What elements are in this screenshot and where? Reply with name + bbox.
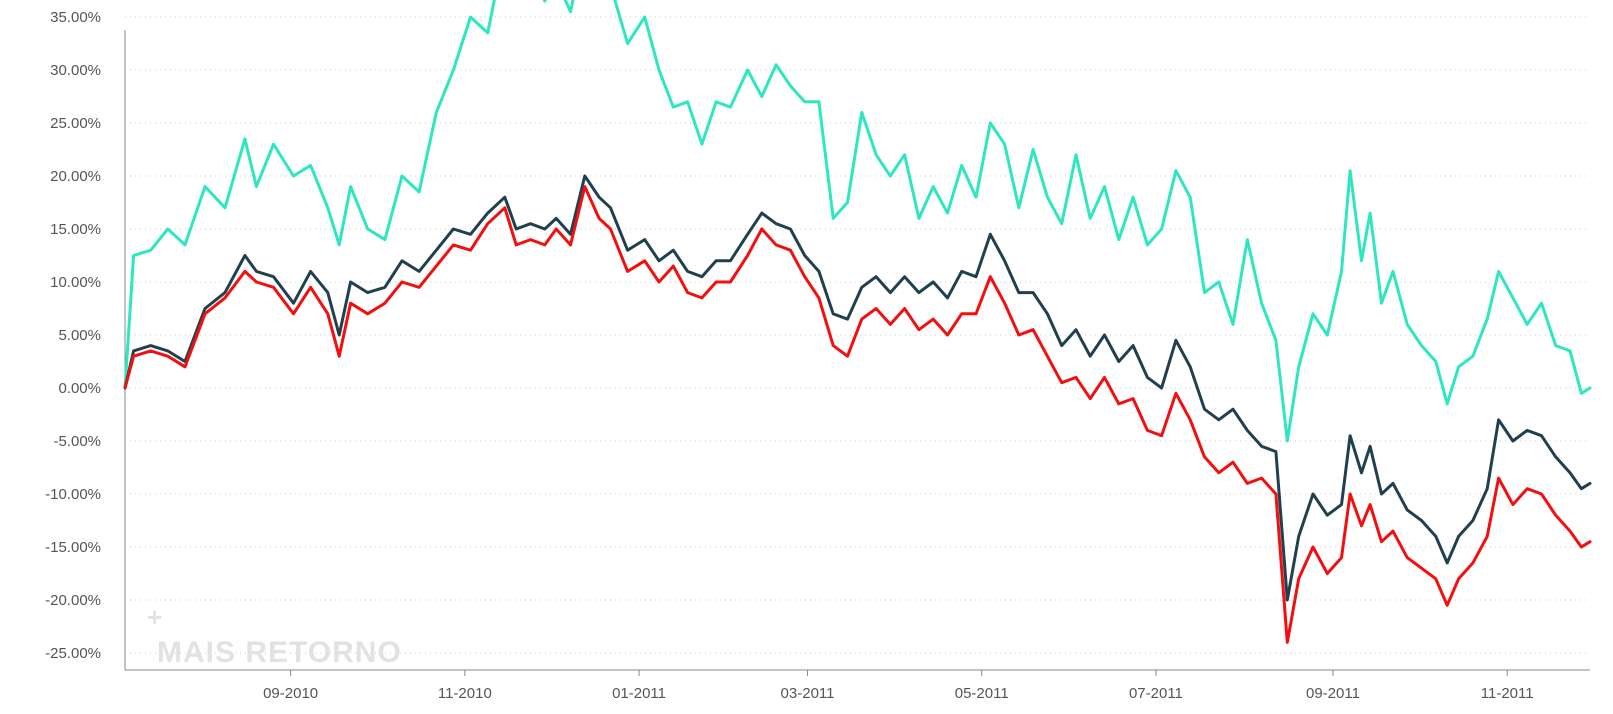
series-line-dark [123,174,1592,602]
y-axis-tick-labels: 40.00%35.00%30.00%25.00%20.00%15.00%10.0… [45,9,101,662]
x-tick-label: 03-2011 [781,685,835,702]
x-axis-tick-labels: 09-2010 11-2010 01-2011 03-2011 05-2011 07-20… [263,685,1533,702]
y-tick-label: 15.00% [50,221,101,238]
x-tick-label: 09-2010 [263,685,318,702]
axes [124,30,1590,676]
y-tick-label: -25.00% [45,645,101,662]
y-tick-label: 30.00% [50,62,101,79]
x-tick-label: 01-2011 [612,685,666,702]
y-tick-label: -15.00% [45,539,101,556]
grid-lines [125,16,1590,654]
series-lines [123,0,1592,644]
y-tick-label: 25.00% [50,115,101,132]
y-tick-label: -5.00% [53,433,101,450]
y-tick-label: -20.00% [45,592,101,609]
y-tick-label: 20.00% [50,168,101,185]
x-tick-label: 05-2011 [955,685,1009,702]
y-tick-label: -10.00% [45,486,101,503]
x-tick-label: 07-2011 [1129,685,1183,702]
y-tick-label: 10.00% [50,274,101,291]
series-line-red [123,185,1592,644]
y-tick-label: 35.00% [50,9,101,26]
x-tick-label: 11-2010 [438,685,492,702]
watermark-plus: + [147,602,162,632]
watermark: + MAIS RETORNO [147,602,402,669]
x-tick-label: 11-2011 [1481,685,1534,702]
series-line-teal [123,0,1592,443]
y-tick-label: 5.00% [58,327,101,344]
watermark-text: MAIS RETORNO [157,636,402,669]
y-tick-label: 0.00% [58,380,101,397]
x-tick-label: 09-2011 [1306,685,1360,702]
